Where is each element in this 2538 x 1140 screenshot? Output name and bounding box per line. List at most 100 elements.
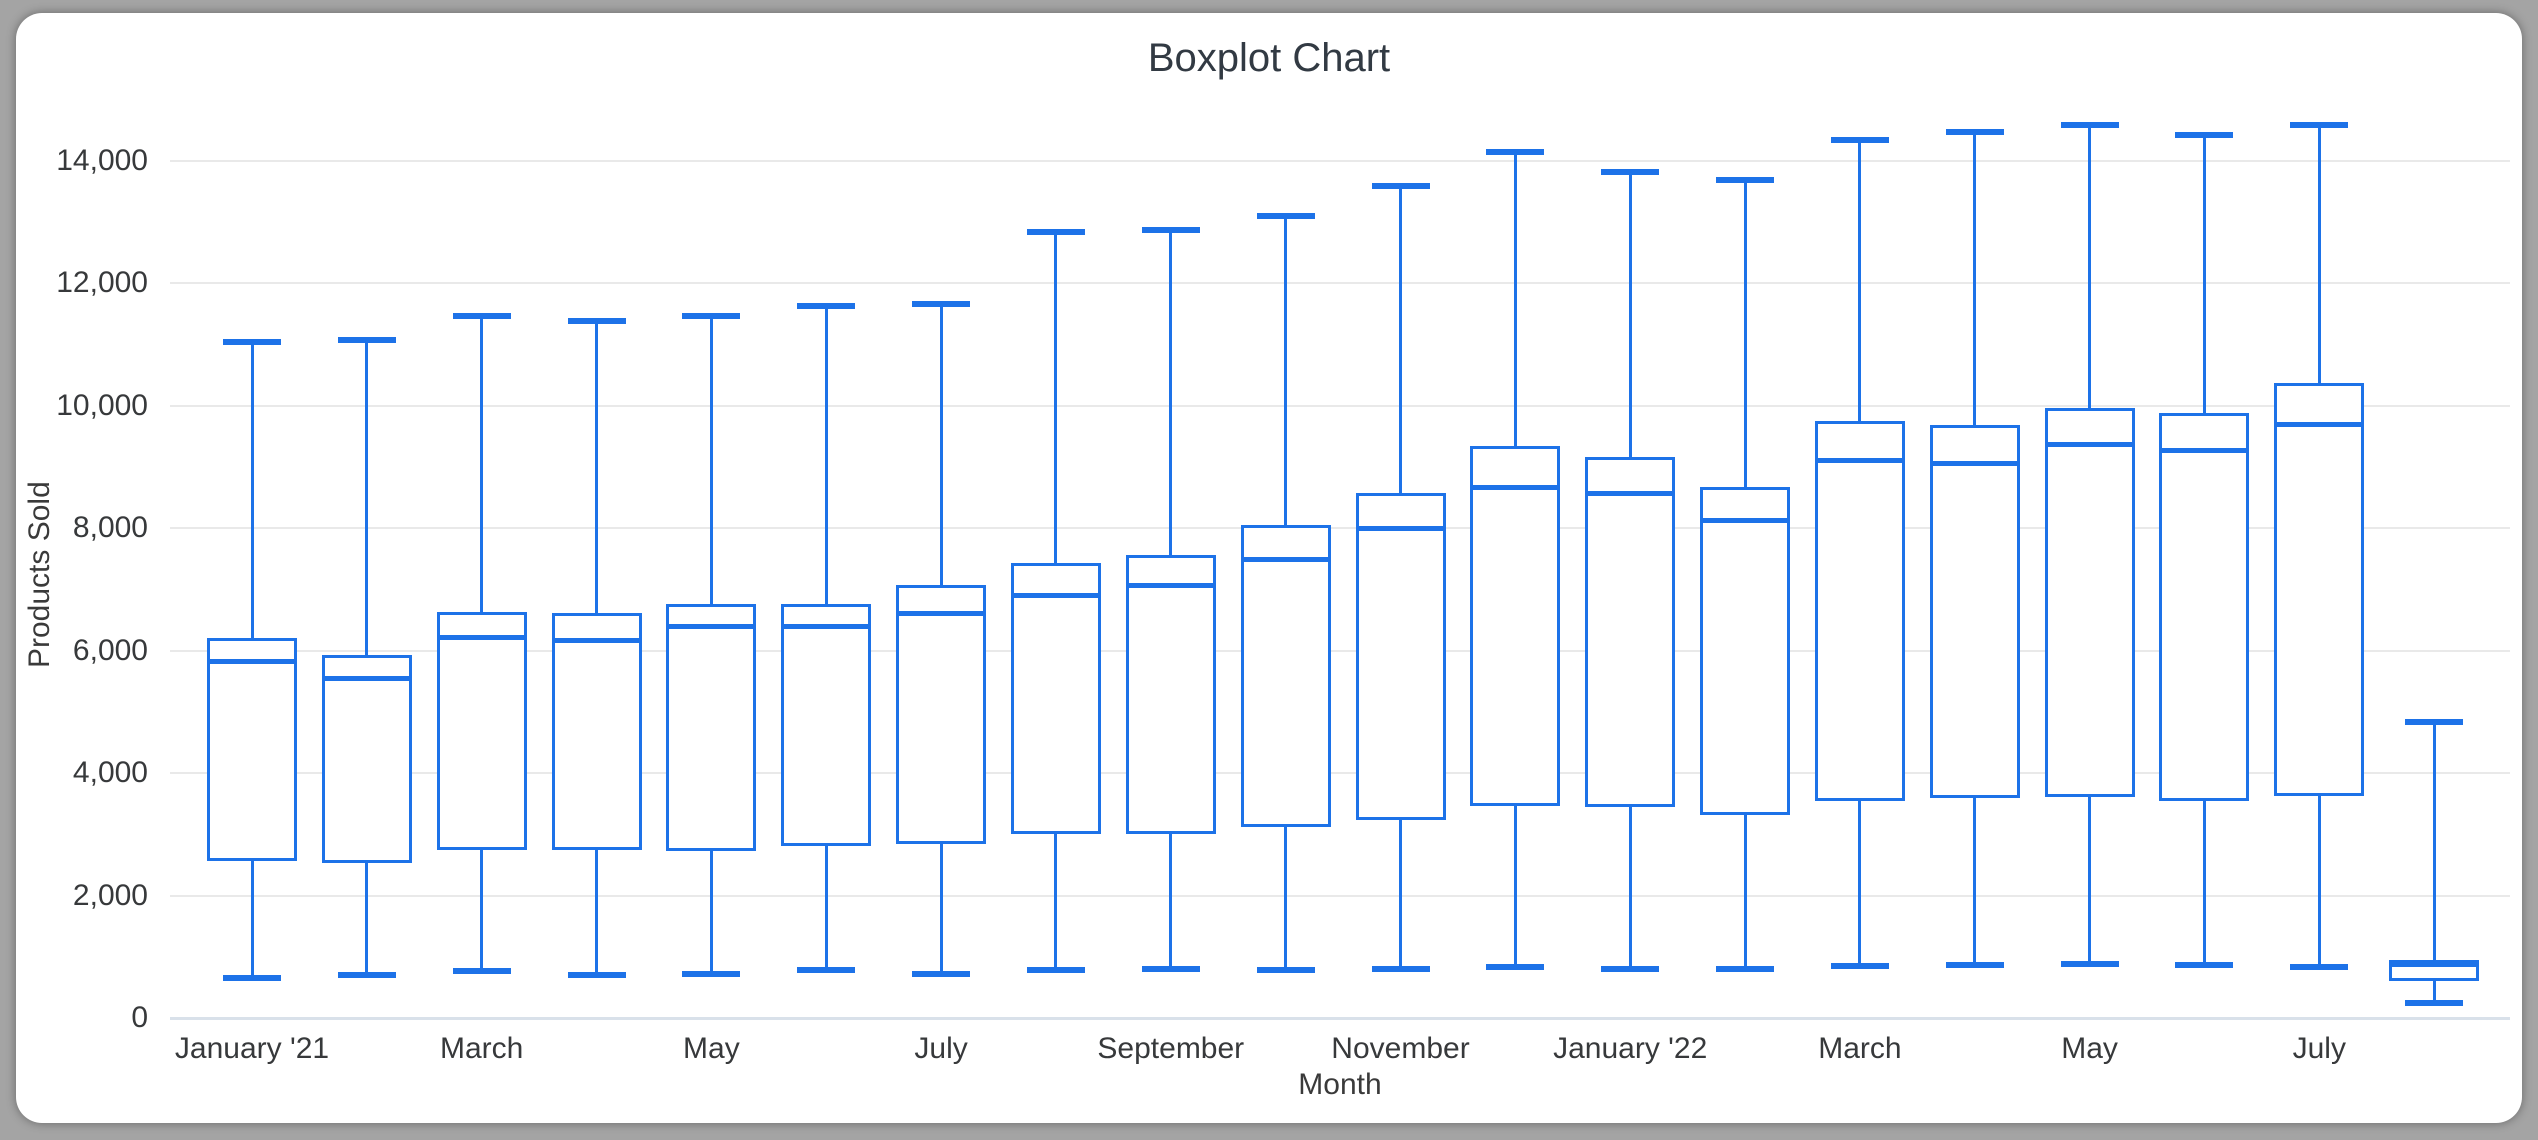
lower-whisker-stem [1399,820,1402,970]
upper-whisker-cap [1256,213,1315,220]
median-line [551,638,642,644]
lower-whisker-stem [1858,801,1862,966]
upper-whisker-cap [1830,136,1889,143]
lower-whisker-cap [1830,962,1889,969]
upper-whisker-stem [1169,229,1173,555]
boxplot-box [1355,492,1446,821]
upper-whisker-stem [1858,139,1862,422]
boxplot-box [781,603,872,846]
lower-whisker-cap [1716,966,1775,973]
lower-whisker-stem [939,844,943,974]
lower-whisker-stem [1973,798,1977,966]
lower-whisker-stem [2317,796,2321,968]
lower-whisker-stem [1743,815,1747,970]
lower-whisker-cap [1371,966,1430,973]
median-line [1240,557,1331,562]
lower-whisker-cap [2405,1000,2464,1007]
boxplot-box [1929,425,2020,799]
lower-whisker-stem [1169,834,1173,969]
boxplot-box [2274,382,2365,797]
upper-whisker-stem [709,316,713,604]
upper-whisker-cap [223,339,281,346]
upper-whisker-stem [2202,135,2206,413]
lower-whisker-cap [797,967,856,974]
median-line [1125,582,1216,588]
chart-title: Boxplot Chart [1147,36,1391,80]
lower-whisker-cap [1026,966,1085,973]
median-line [781,624,872,630]
upper-whisker-cap [2290,122,2349,129]
upper-whisker-cap [337,336,396,343]
boxplot-box [1010,563,1101,835]
median-line [1814,457,1905,463]
boxplot-box [1240,525,1331,827]
y-gridline [170,772,2510,775]
y-tick-label: 8,000 [72,511,148,545]
y-gridline [170,649,2510,652]
lower-whisker-stem [2432,981,2436,1004]
boxplot-box [1470,446,1561,806]
upper-whisker-cap [1371,183,1430,190]
boxplot-box [1585,457,1676,808]
x-axis-baseline [170,1016,2510,1020]
boxplot-box [1814,421,1905,802]
y-tick-label: 0 [131,1001,148,1034]
boxplot-box [1700,487,1791,816]
upper-whisker-cap [1026,229,1085,235]
y-tick-label: 2,000 [72,878,148,912]
upper-whisker-cap [452,312,511,319]
lower-whisker-cap [223,975,281,982]
boxplot-box [1125,554,1216,835]
lower-whisker-cap [2060,960,2119,967]
x-tick-label: July [2292,1032,2346,1065]
upper-whisker-cap [567,318,626,325]
lower-whisker-stem [2202,801,2206,966]
boxplot-box [551,613,642,850]
upper-whisker-stem [480,315,484,613]
upper-whisker-cap [1945,128,2004,135]
upper-whisker-cap [2060,122,2119,129]
lower-whisker-stem [1054,834,1058,970]
lower-whisker-cap [337,971,396,978]
upper-whisker-cap [1486,148,1545,155]
lower-whisker-cap [452,967,511,974]
upper-whisker-stem [2317,125,2321,383]
lower-whisker-cap [2290,964,2349,971]
lower-whisker-stem [365,862,369,975]
lower-whisker-cap [1601,966,1660,973]
x-axis-title: Month [1298,1068,1382,1101]
lower-whisker-stem [1513,805,1517,968]
lower-whisker-stem [250,860,254,979]
lower-whisker-cap [912,970,971,977]
y-tick-label: 10,000 [56,388,148,422]
boxplot-box [207,637,297,861]
median-line [2274,421,2365,427]
median-line [1010,593,1101,599]
lower-whisker-cap [1486,964,1545,971]
median-line [2389,961,2480,967]
upper-whisker-cap [2175,132,2234,139]
upper-whisker-stem [2088,125,2092,409]
x-tick-label: January '21 [174,1032,330,1065]
x-tick-label: March [1818,1032,1902,1065]
lower-whisker-stem [1284,827,1288,970]
median-line [207,659,297,665]
y-tick-label: 12,000 [56,266,148,300]
upper-whisker-stem [1513,151,1517,447]
median-line [1470,484,1561,490]
y-tick-label: 6,000 [72,633,148,667]
lower-whisker-cap [682,970,741,977]
y-gridline [170,527,2510,530]
upper-whisker-stem [365,339,369,655]
boxplot-box [321,655,412,863]
boxplot-box [436,612,527,850]
upper-whisker-cap [682,313,741,320]
boxplot-box [896,584,987,845]
y-tick-label: 14,000 [56,144,148,177]
upper-whisker-cap [1716,176,1775,183]
median-line [321,676,412,682]
x-tick-label: July [914,1032,968,1065]
x-tick-label: September [1097,1032,1245,1065]
